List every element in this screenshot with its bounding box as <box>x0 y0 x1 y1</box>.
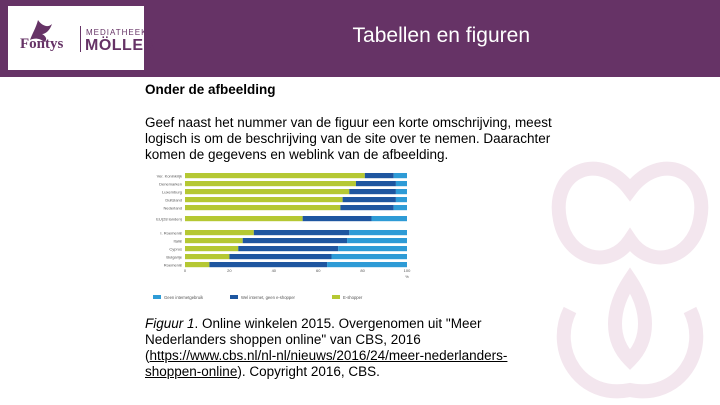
legend-swatch <box>230 295 238 299</box>
category-label: Ver. Koninkrijk <box>157 173 182 178</box>
legend-swatch <box>332 295 340 299</box>
bar-segment <box>238 246 339 252</box>
x-tick-label: 80 <box>360 268 365 273</box>
slide-body: Onder de afbeelding Geef naast het numme… <box>145 82 565 163</box>
bar-segment <box>331 254 407 260</box>
instruction-paragraph: Geef naast het nummer van de figuur een … <box>145 115 552 162</box>
legend-swatch <box>153 295 161 299</box>
slide-header: Fontys MEDIATHEEK MÖLLER Tabellen en fig… <box>0 0 720 77</box>
figure-chart: Ver. Koninkrijk Denemarken Luxemburg Duitsl… <box>145 168 415 308</box>
bar-segment <box>185 216 303 222</box>
bar-segment <box>340 205 394 211</box>
bar-segment <box>185 230 254 236</box>
category-label: Duitsland <box>165 197 182 202</box>
bar-segment <box>185 197 343 203</box>
bar-segment <box>185 246 239 252</box>
bar-segment <box>229 254 332 260</box>
bar-segment <box>395 189 407 195</box>
x-unit-label: % <box>405 274 409 279</box>
bar-segment <box>349 189 396 195</box>
category-label: Bulgarije <box>166 254 182 259</box>
category-label: Denemarken <box>159 181 182 186</box>
bar-segment <box>393 173 407 179</box>
bar-segment <box>395 197 407 203</box>
x-tick-label: 0 <box>184 268 187 273</box>
category-label: EU(28 landen) <box>156 216 182 221</box>
bar-segment <box>185 189 350 195</box>
source-link[interactable]: https://www.cbs.nl/nl-nl/nieuws/2016/24/… <box>145 348 508 379</box>
fontys-wordmark: Fontys <box>20 36 64 52</box>
bar-segment <box>185 181 356 187</box>
bar-segment <box>185 262 210 268</box>
bar-segment <box>349 230 407 236</box>
bar-segment <box>342 197 396 203</box>
slide-title: Tabellen en figuren <box>352 24 530 47</box>
fontys-logo: Fontys MEDIATHEEK MÖLLER <box>8 6 155 70</box>
bar-segment <box>364 173 394 179</box>
category-label: Roemenië <box>164 262 183 267</box>
logo-divider <box>80 26 81 52</box>
background-ornament <box>551 161 709 399</box>
bar-segment <box>253 230 350 236</box>
category-label: Luxemburg <box>162 189 182 194</box>
bar-segment <box>185 254 230 260</box>
category-label: Nederland <box>164 205 182 210</box>
bar-segment <box>355 181 396 187</box>
category-label: Italië <box>174 238 183 243</box>
bar-segment <box>185 238 243 244</box>
bar-segment <box>393 205 407 211</box>
figure-caption: Figuur 1. Online winkelen 2015. Overgeno… <box>145 316 545 380</box>
stacked-bar-chart: Ver. Koninkrijk Denemarken Luxemburg Duitsl… <box>153 173 411 300</box>
bar-segment <box>209 262 328 268</box>
bar-segment <box>371 216 407 222</box>
bar-segment <box>338 246 407 252</box>
bar-segment <box>395 181 407 187</box>
x-tick-label: 20 <box>227 268 232 273</box>
caption-copyright: ). Copyright 2016, CBS. <box>237 364 380 379</box>
x-tick-label: 60 <box>316 268 321 273</box>
bar-segment <box>347 238 407 244</box>
x-tick-label: 100 <box>404 268 411 273</box>
x-tick-label: 40 <box>272 268 277 273</box>
bar-segment <box>242 238 348 244</box>
caption-text: . Online winkelen 2015. Overgenomen uit … <box>145 316 482 363</box>
bar-segment <box>302 216 372 222</box>
mediatheek-text: MEDIATHEEK <box>86 28 148 37</box>
category-label: Cyprus <box>169 246 182 251</box>
caption-label: Figuur 1 <box>145 316 195 331</box>
fontys-bird-icon <box>30 20 52 42</box>
bar-segment <box>185 205 341 211</box>
subheading: Onder de afbeelding <box>145 82 276 97</box>
bar-segment <box>185 173 365 179</box>
moller-text: MÖLLER <box>85 37 156 54</box>
bar-segment <box>327 262 407 268</box>
legend-label: E-shopper <box>343 295 363 300</box>
category-label: I. Roemenië <box>160 230 182 235</box>
legend-label: Wel internet, geen e-shopper <box>241 295 296 300</box>
legend-label: Geen internetgebruik <box>164 295 204 300</box>
